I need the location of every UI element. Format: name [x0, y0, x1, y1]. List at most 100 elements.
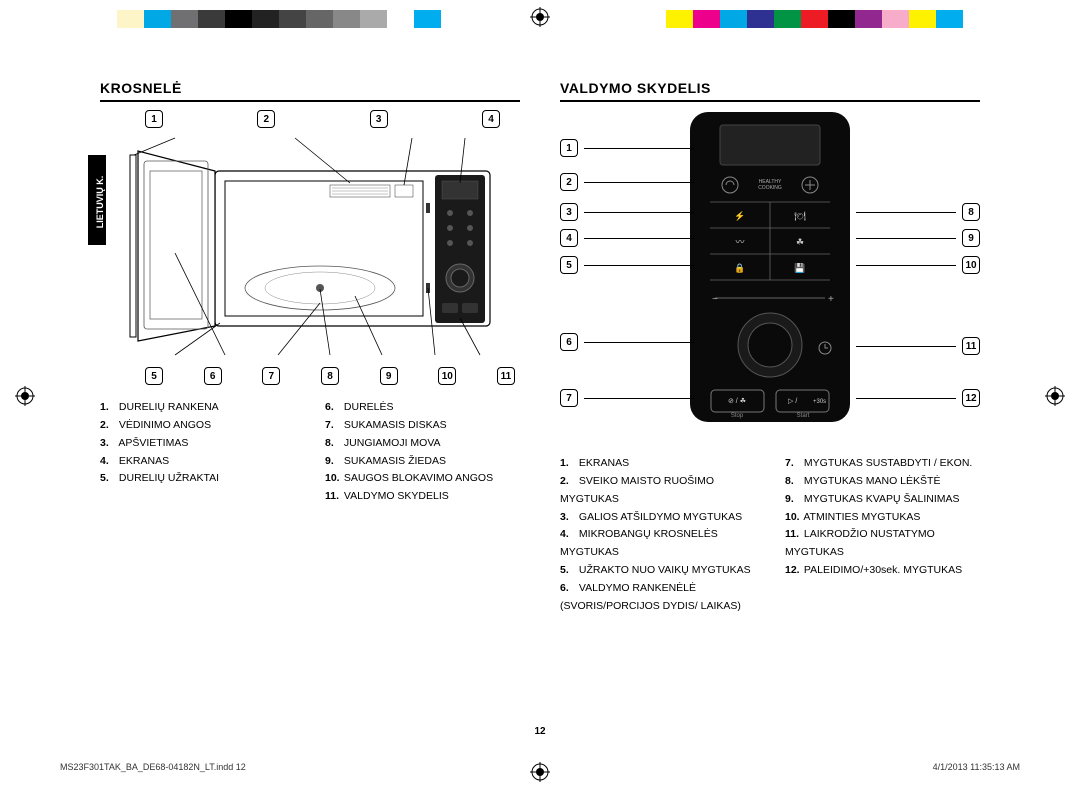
color-swatch: [414, 10, 441, 28]
panel-callout-left: 1: [560, 139, 694, 157]
color-swatch: [720, 10, 747, 28]
legend-item: 4. EKRANAS: [100, 453, 295, 471]
color-swatch: [306, 10, 333, 28]
callout-number: 6: [560, 333, 578, 351]
svg-text:Start: Start: [797, 413, 810, 419]
print-footer: MS23F301TAK_BA_DE68-04182N_LT.indd 12 4/…: [60, 762, 1020, 772]
color-swatch: [144, 10, 171, 28]
color-swatch: [171, 10, 198, 28]
panel-callout-left: 7: [560, 389, 694, 407]
color-swatch: [666, 10, 693, 28]
color-bar-right: [639, 10, 990, 28]
section-title-oven: KROSNELĖ: [100, 80, 520, 102]
color-swatch: [279, 10, 306, 28]
color-swatch: [225, 10, 252, 28]
color-swatch: [855, 10, 882, 28]
callout-number: 9: [962, 229, 980, 247]
color-swatch: [882, 10, 909, 28]
column-oven: LIETUVIŲ K. KROSNELĖ 1234: [100, 80, 540, 616]
callout-number: 4: [482, 110, 500, 128]
callout-number: 3: [370, 110, 388, 128]
oven-diagram: 1 2 3 4: [100, 110, 520, 385]
callout-number: 5: [145, 367, 163, 385]
legend-item: 4. MIKROBANGŲ KROSNELĖS MYGTUKAS: [560, 526, 755, 562]
svg-text:−: −: [712, 294, 718, 305]
svg-text:Stop: Stop: [731, 413, 744, 419]
legend-item: 9. MYGTUKAS KVAPŲ ŠALINIMAS: [785, 491, 980, 509]
registration-mark-right: [1045, 386, 1065, 406]
callout-number: 5: [560, 256, 578, 274]
panel-legend: 1. EKRANAS2. SVEIKO MAISTO RUOŠIMO MYGTU…: [560, 455, 980, 616]
legend-item: 8. MYGTUKAS MANO LĖKŠTĖ: [785, 473, 980, 491]
color-swatch: [936, 10, 963, 28]
svg-text:☘: ☘: [796, 237, 804, 247]
legend-item: 9. SUKAMASIS ŽIEDAS: [325, 453, 520, 471]
callout-number: 7: [262, 367, 280, 385]
color-swatch: [693, 10, 720, 28]
callout-number: 1: [560, 139, 578, 157]
callout-number: 1: [145, 110, 163, 128]
color-swatch: [387, 10, 414, 28]
callout-number: 10: [962, 256, 980, 274]
control-panel-diagram: HEALTHY COOKING ⚡🍽: [560, 110, 980, 430]
legend-item: 1. EKRANAS: [560, 455, 755, 473]
legend-item: 7. MYGTUKAS SUSTABDYTI / EKON.: [785, 455, 980, 473]
svg-text:💾: 💾: [794, 262, 805, 273]
panel-callout-left: 5: [560, 256, 694, 274]
panel-callout-left: 6: [560, 333, 694, 351]
color-swatch: [747, 10, 774, 28]
svg-text:+30s: +30s: [813, 399, 826, 405]
color-swatch: [909, 10, 936, 28]
color-bar-left: [90, 10, 441, 28]
callout-number: 9: [380, 367, 398, 385]
oven-illustration: [100, 133, 520, 363]
panel-callout-right: 9: [856, 229, 980, 247]
callout-number: 8: [962, 203, 980, 221]
legend-item: 6. VALDYMO RANKENĖLĖ (SVORIS/PORCIJOS DY…: [560, 580, 755, 616]
footer-timestamp: 4/1/2013 11:35:13 AM: [933, 762, 1020, 772]
callout-number: 10: [438, 367, 456, 385]
registration-mark-left: [15, 386, 35, 406]
legend-item: 5. DURELIŲ UŽRAKTAI: [100, 470, 295, 488]
panel-callout-left: 2: [560, 173, 694, 191]
color-swatch: [828, 10, 855, 28]
callout-number: 4: [560, 229, 578, 247]
oven-legend: 1. DURELIŲ RANKENA2. VĖDINIMO ANGOS3. AP…: [100, 399, 520, 506]
color-swatch: [360, 10, 387, 28]
page-number: 12: [534, 726, 545, 737]
color-swatch: [117, 10, 144, 28]
panel-callout-left: 3: [560, 203, 694, 221]
legend-item: 10. SAUGOS BLOKAVIMO ANGOS: [325, 470, 520, 488]
callout-number: 6: [204, 367, 222, 385]
color-swatch: [639, 10, 666, 28]
color-swatch: [90, 10, 117, 28]
callout-number: 2: [257, 110, 275, 128]
legend-item: 2. SVEIKO MAISTO RUOŠIMO MYGTUKAS: [560, 473, 755, 509]
svg-text:+: +: [828, 294, 834, 305]
legend-item: 12. PALEIDIMO/+30sek. MYGTUKAS: [785, 562, 980, 580]
legend-item: 11. VALDYMO SKYDELIS: [325, 488, 520, 506]
svg-text:⚡: ⚡: [734, 210, 745, 222]
column-panel: VALDYMO SKYDELIS HEALTHY COOKING: [540, 80, 980, 616]
panel-callout-right: 8: [856, 203, 980, 221]
color-swatch: [252, 10, 279, 28]
callout-number: 11: [497, 367, 515, 385]
legend-item: 10. ATMINTIES MYGTUKAS: [785, 509, 980, 527]
color-swatch: [333, 10, 360, 28]
callout-number: 2: [560, 173, 578, 191]
svg-text:▷ /: ▷ /: [788, 398, 797, 405]
legend-item: 3. GALIOS ATŠILDYMO MYGTUKAS: [560, 509, 755, 527]
registration-mark-top: [530, 7, 550, 27]
svg-text:COOKING: COOKING: [758, 185, 782, 191]
callout-number: 12: [962, 389, 980, 407]
callout-number: 11: [962, 337, 980, 355]
legend-item: 7. SUKAMASIS DISKAS: [325, 417, 520, 435]
svg-text:🔒: 🔒: [734, 263, 745, 273]
legend-item: 5. UŽRAKTO NUO VAIKŲ MYGTUKAS: [560, 562, 755, 580]
svg-text:🍽: 🍽: [794, 211, 806, 221]
color-swatch: [774, 10, 801, 28]
callout-number: 3: [560, 203, 578, 221]
color-swatch: [963, 10, 990, 28]
panel-callout-right: 11: [856, 337, 980, 355]
legend-item: 1. DURELIŲ RANKENA: [100, 399, 295, 417]
